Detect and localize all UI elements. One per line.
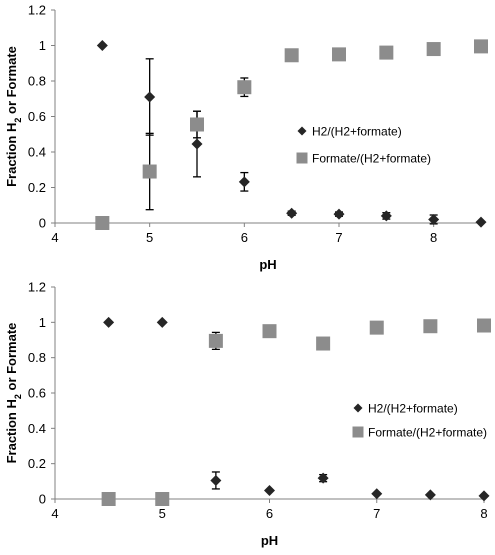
y-tick-label: 1: [39, 315, 46, 330]
legend-marker: [296, 152, 308, 164]
formate-fraction-point: [477, 318, 491, 333]
y-tick-label: 0.6: [28, 109, 46, 124]
y-tick-label: 1.2: [28, 3, 46, 18]
chart-1: 0 0.2 0.4 0.6 0.8 1 1.2 4 5 6 7 8 pH Fraction H2 or F…: [4, 3, 488, 272]
h2-fraction-point: [317, 472, 329, 484]
h2-fraction-point: [478, 490, 490, 502]
y-tick-label: 1: [39, 38, 46, 53]
h2-fraction-point: [371, 488, 383, 500]
y-tick-label: 0.6: [28, 386, 46, 401]
legend-marker: [297, 126, 307, 136]
y-tick-label: 0.8: [28, 74, 46, 89]
formate-fraction-point: [423, 319, 438, 334]
h2-fraction-point: [264, 485, 275, 497]
h2-fraction-point: [103, 316, 115, 328]
formate-fraction-point: [95, 216, 110, 230]
formate-fraction-point: [237, 80, 252, 95]
x-axis-title: pH: [259, 257, 276, 272]
h2-fraction-point: [380, 210, 392, 222]
formate-fraction-point: [208, 333, 223, 348]
h2-fraction-point: [144, 91, 156, 103]
y-tick-label: 0.8: [28, 350, 46, 365]
y-tick-label: 0: [39, 216, 46, 231]
y-tick-label: 0: [39, 492, 46, 507]
legend-label: Formate/(H2+formate): [312, 152, 431, 166]
x-tick-label: 7: [373, 506, 380, 521]
x-tick-label: 7: [335, 230, 342, 245]
x-tick-label: 6: [266, 506, 273, 521]
x-tick-label: 5: [146, 230, 153, 245]
x-tick-label: 8: [480, 506, 487, 521]
y-tick-label: 0.4: [28, 145, 46, 160]
h2-fraction-point: [238, 176, 250, 188]
formate-fraction-point: [369, 320, 384, 335]
x-axis-title: pH: [261, 533, 278, 548]
formate-fraction-point: [332, 47, 346, 62]
h2-fraction-point: [156, 316, 168, 328]
h2-fraction-point: [333, 208, 345, 220]
chart-2: 0 0.2 0.4 0.6 0.8 1 1.2 4 5 6 7 8 pH Fraction H2 or F…: [4, 280, 491, 548]
formate-fraction-point: [142, 164, 157, 179]
x-tick-label: 5: [159, 506, 166, 521]
x-tick-label: 8: [430, 230, 437, 245]
legend-marker: [353, 403, 363, 413]
legend-label: H2/(H2+formate): [312, 125, 402, 139]
formate-fraction-point: [379, 45, 394, 60]
formate-fraction-point: [474, 39, 488, 54]
y-axis-title: Fraction H2 or Formate: [4, 46, 23, 187]
formate-fraction-point: [426, 42, 441, 57]
h2-fraction-point: [191, 138, 203, 150]
h2-fraction-point: [428, 213, 440, 225]
x-tick-label: 4: [51, 506, 58, 521]
h2-fraction-point: [286, 207, 298, 219]
formate-fraction-point: [155, 492, 170, 506]
h2-fraction-point: [475, 216, 487, 228]
h2-fraction-point: [210, 474, 222, 486]
formate-fraction-point: [101, 492, 116, 506]
formate-fraction-point: [316, 336, 331, 351]
x-tick-label: 4: [51, 230, 58, 245]
y-axis-title: Fraction H2 or Formate: [4, 323, 23, 464]
legend-label: H2/(H2+formate): [368, 402, 458, 416]
y-tick-label: 0.4: [28, 421, 46, 436]
y-tick-label: 1.2: [28, 280, 46, 295]
h2-fraction-point: [424, 489, 436, 501]
y-tick-label: 0.2: [28, 456, 46, 471]
formate-fraction-point: [262, 324, 277, 339]
legend-label: Formate/(H2+formate): [368, 426, 487, 440]
formate-fraction-point: [190, 117, 204, 132]
formate-fraction-point: [284, 48, 299, 63]
legend-marker: [352, 426, 364, 438]
h2-fraction-point: [96, 40, 108, 51]
y-tick-label: 0.2: [28, 180, 46, 195]
x-tick-label: 6: [241, 230, 248, 245]
